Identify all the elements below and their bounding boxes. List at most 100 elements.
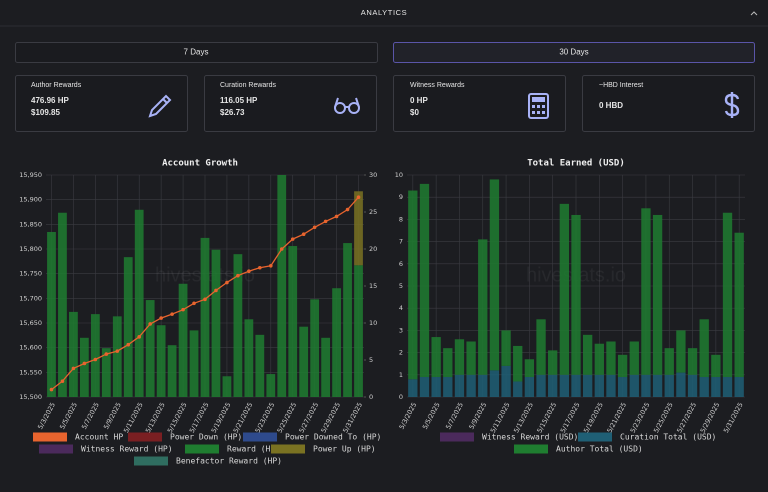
bar bbox=[711, 354, 721, 378]
bar bbox=[189, 330, 199, 397]
bar bbox=[408, 190, 418, 380]
legend-label: Power Up (HP) bbox=[313, 445, 376, 454]
bar bbox=[664, 374, 674, 397]
bar bbox=[299, 326, 309, 397]
range-button-label: 30 Days bbox=[559, 48, 588, 57]
bar bbox=[69, 311, 78, 397]
collapse-chevron[interactable] bbox=[750, 11, 758, 16]
bar bbox=[582, 334, 593, 375]
bar bbox=[501, 330, 511, 366]
bar bbox=[419, 183, 430, 378]
bar bbox=[652, 214, 663, 375]
bar bbox=[524, 359, 535, 378]
y-tick-label: 15,800 bbox=[19, 245, 42, 253]
line-point bbox=[170, 312, 174, 316]
line-point bbox=[126, 342, 131, 347]
stat-card bbox=[204, 75, 377, 132]
bar bbox=[79, 337, 89, 397]
y2-tick-label: 15 bbox=[369, 282, 377, 290]
bar bbox=[354, 265, 363, 397]
line-point bbox=[82, 361, 87, 366]
card-value: $26.73 bbox=[220, 108, 245, 117]
bar bbox=[594, 343, 604, 375]
bar bbox=[431, 337, 441, 378]
range-button-label: 7 Days bbox=[184, 48, 209, 57]
bar bbox=[571, 374, 581, 397]
line-point bbox=[236, 273, 240, 278]
bar bbox=[443, 377, 453, 397]
legend-label: Curation Total (USD) bbox=[620, 433, 716, 442]
bar bbox=[343, 243, 352, 397]
bar bbox=[548, 374, 558, 397]
legend-swatch bbox=[39, 444, 73, 454]
line-point bbox=[356, 195, 361, 199]
legend-swatch bbox=[134, 456, 168, 466]
bar bbox=[233, 254, 243, 397]
bar bbox=[478, 239, 488, 375]
bar bbox=[408, 379, 418, 397]
bar bbox=[559, 374, 570, 397]
bar bbox=[277, 175, 287, 397]
bar bbox=[466, 341, 476, 375]
bar bbox=[606, 374, 616, 397]
y2-tick-label: 10 bbox=[369, 319, 377, 327]
card-value: $109.85 bbox=[31, 108, 60, 117]
bar bbox=[255, 334, 265, 397]
bar bbox=[310, 299, 320, 397]
legend-label: Witness Reward (HP) bbox=[81, 445, 173, 454]
chart-title: Account Growth bbox=[162, 159, 238, 169]
line-point bbox=[268, 263, 273, 268]
calculator-icon bbox=[528, 93, 549, 119]
y-tick-label: 7 bbox=[399, 238, 403, 246]
legend-label: Author Total (USD) bbox=[556, 445, 643, 454]
y-tick-label: 4 bbox=[399, 304, 403, 312]
bar bbox=[687, 348, 698, 375]
charts: Account Growth15,50015,55015,60015,65015… bbox=[19, 159, 745, 466]
card-label: Author Rewards bbox=[31, 82, 82, 89]
y-tick-label: 15,900 bbox=[19, 196, 42, 204]
pencil-icon bbox=[148, 94, 172, 118]
y-tick-label: 15,600 bbox=[19, 344, 42, 352]
bar bbox=[156, 325, 166, 397]
bar bbox=[734, 232, 744, 378]
line-point bbox=[137, 335, 142, 339]
legend-swatch bbox=[33, 432, 67, 442]
card-value: $0 bbox=[410, 108, 419, 117]
y2-tick-label: 0 bbox=[369, 393, 373, 401]
y-tick-label: 6 bbox=[399, 260, 403, 268]
line-point bbox=[93, 357, 98, 362]
card-value: 0 HBD bbox=[599, 101, 623, 110]
bar bbox=[90, 314, 100, 397]
legend-swatch bbox=[128, 432, 162, 442]
legend-swatch bbox=[514, 444, 548, 454]
bar bbox=[606, 341, 616, 375]
line-point bbox=[115, 349, 120, 353]
bar bbox=[266, 374, 276, 397]
line-point bbox=[247, 269, 251, 274]
card-label: ~HBD Interest bbox=[599, 82, 643, 89]
bar bbox=[478, 374, 488, 397]
y-tick-label: 0 bbox=[399, 393, 403, 401]
card-value: 116.05 HP bbox=[220, 96, 258, 105]
stat-card bbox=[582, 75, 755, 132]
y-tick-label: 2 bbox=[399, 349, 403, 357]
legend-swatch bbox=[185, 444, 219, 454]
bar bbox=[200, 237, 210, 397]
bar bbox=[178, 283, 188, 397]
bar bbox=[594, 374, 604, 397]
bar bbox=[617, 354, 628, 378]
range-button[interactable] bbox=[15, 42, 378, 63]
legend-swatch bbox=[243, 432, 277, 442]
bar bbox=[652, 374, 663, 397]
y-tick-label: 15,750 bbox=[19, 270, 42, 278]
range-button-active[interactable] bbox=[393, 42, 755, 63]
legend-swatch bbox=[271, 444, 305, 454]
y2-tick-label: 20 bbox=[369, 245, 377, 253]
bar bbox=[641, 374, 651, 397]
bar bbox=[734, 377, 744, 397]
legend-label: Account HP bbox=[75, 433, 123, 442]
card-label: Curation Rewards bbox=[220, 82, 277, 89]
line-point bbox=[258, 265, 262, 270]
line-point bbox=[301, 232, 306, 236]
